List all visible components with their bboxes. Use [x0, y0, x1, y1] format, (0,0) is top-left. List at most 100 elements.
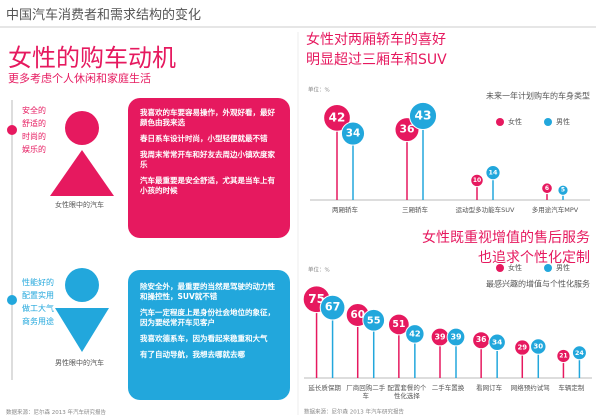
- x-tick-label: 二手车置换: [431, 384, 465, 392]
- value-label: 67: [325, 301, 340, 314]
- value-label: 30: [533, 343, 543, 351]
- dot: [541, 182, 553, 195]
- point: 我周末常常开车和好友去周边小镇欢度家乐: [140, 150, 275, 169]
- dot: [470, 173, 484, 188]
- value-label: 36: [476, 335, 487, 344]
- legend-swatch: [544, 118, 552, 126]
- x-tick-label: 两厢轿车: [332, 206, 358, 214]
- dot: [7, 295, 17, 305]
- page-title: 中国汽车消费者和需求结构的变化: [6, 8, 202, 23]
- value-label: 34: [346, 128, 360, 140]
- x-tick-label: 多用途汽车MPV: [531, 206, 579, 214]
- x-tick-label: 配置套餐的个性化选择: [387, 384, 427, 400]
- female-body: [50, 150, 114, 196]
- trait: 做工大气: [22, 304, 54, 313]
- female-traits: 安全的舒适的时尚的娱乐的: [22, 104, 46, 156]
- female-box: [128, 98, 290, 238]
- value-label: 6: [545, 185, 549, 192]
- trait: 商务用途: [22, 317, 54, 326]
- male-body: [55, 308, 109, 352]
- dot: [323, 104, 351, 132]
- dot: [557, 184, 569, 196]
- female-points: 我喜欢的车要容易操作，外观好看，最好颜色由我来选春日系车设计时尚，小型轻便就最不…: [140, 108, 280, 202]
- value-label: 36: [399, 123, 414, 136]
- x-tick-label: 延长质保期: [308, 384, 341, 392]
- chart-title: 明显超过三厢车和SUV: [306, 51, 447, 68]
- legend-swatch: [496, 118, 504, 126]
- value-label: 51: [392, 319, 405, 330]
- chart-subtitle: 未来一年计划购车的车身类型: [486, 91, 590, 101]
- value-label: 39: [434, 333, 446, 342]
- x-tick-label: 厂商回购二手车: [346, 384, 386, 400]
- point: 我喜欢的车要容易操作，外观好看，最好颜色由我来选: [140, 108, 275, 127]
- male-caption: 男性眼中的汽车: [55, 359, 104, 367]
- x-tick-label: 三厢轿车: [402, 206, 428, 214]
- value-label: 42: [409, 328, 421, 338]
- male-box: [128, 270, 290, 400]
- trait: 配置实用: [22, 291, 54, 300]
- x-tick-label: 运动型多功能车SUV: [455, 206, 515, 214]
- value-label: 21: [559, 352, 567, 359]
- value-label: 5: [561, 187, 565, 194]
- male-points: 除安全外，最重要的当然是驾驶的动力性和操控性，SUV就不错 汽车一定程度上是身份社…: [140, 282, 280, 366]
- dot: [556, 348, 571, 364]
- value-label: 43: [415, 108, 432, 122]
- chart-title: 也追求个性化定制: [478, 250, 590, 266]
- legend-label: 男性: [556, 263, 570, 272]
- dot: [485, 165, 501, 181]
- unit: 单位：%: [308, 86, 330, 94]
- trait: 安全的: [22, 106, 46, 115]
- value-label: 24: [575, 350, 584, 357]
- dot: [405, 324, 425, 344]
- chart-title: 女性对两厢轿车的喜好: [306, 31, 446, 48]
- value-label: 39: [450, 333, 462, 342]
- source: 数据来源：尼尔森 2013 年汽车研究报告: [304, 408, 404, 416]
- legend-swatch: [544, 264, 552, 272]
- source: 数据来源：尼尔森 2013 年汽车研究报告: [6, 410, 106, 416]
- legend-label: 女性: [508, 263, 522, 272]
- value-label: 42: [329, 110, 346, 124]
- point: 汽车最重要是安全舒适，尤其是当车上有小孩的时候: [140, 176, 275, 195]
- dot: [514, 339, 531, 356]
- trait: 时尚的: [22, 132, 46, 141]
- female-subtitle: 更多考虑个人休闲和家庭生活: [8, 72, 151, 85]
- point: 有了自动导航，我想去哪就去哪: [140, 350, 245, 359]
- dot: [319, 294, 346, 321]
- chart-subtitle: 最感兴趣的增值与个性化服务: [486, 279, 590, 289]
- legend-label: 男性: [556, 117, 570, 126]
- dot: [530, 338, 547, 355]
- point: 春日系车设计时尚，小型轻便就最不错: [140, 134, 268, 143]
- value-label: 14: [489, 169, 498, 177]
- chart-title: 女性既重视增值的售后服务: [422, 229, 590, 246]
- dot: [7, 125, 17, 135]
- trait: 性能好的: [22, 278, 54, 287]
- legend-swatch: [496, 264, 504, 272]
- female-title: 女性的购车动机: [8, 44, 176, 72]
- value-label: 75: [308, 292, 325, 306]
- x-tick-label: 网络预约试驾: [510, 384, 550, 392]
- dot: [387, 313, 410, 336]
- male-traits: 性能好的配置实用做工大气商务用途: [22, 276, 54, 328]
- dot: [408, 101, 438, 130]
- point: 我喜欢德系车，因为看起来稳重和大气: [140, 334, 268, 343]
- dot: [571, 345, 587, 361]
- trait: 舒适的: [22, 119, 46, 128]
- unit: 单位：%: [308, 266, 330, 274]
- dot: [488, 333, 506, 352]
- point: 汽车一定程度上是身份社会地位的象征，因为要经常开车见客户: [140, 308, 275, 327]
- dot: [362, 308, 386, 332]
- trait: 娱乐的: [22, 145, 46, 154]
- point: 除安全外，最重要的当然是驾驶的动力性和操控性，SUV就不错: [140, 282, 275, 301]
- male-head: [65, 268, 99, 302]
- value-label: 10: [473, 177, 481, 184]
- value-label: 34: [492, 337, 502, 346]
- female-caption: 女性眼中的汽车: [55, 201, 104, 209]
- legend-label: 女性: [508, 117, 522, 126]
- value-label: 60: [351, 309, 365, 321]
- value-label: 55: [367, 315, 381, 326]
- female-head: [65, 111, 99, 145]
- dot: [446, 327, 466, 347]
